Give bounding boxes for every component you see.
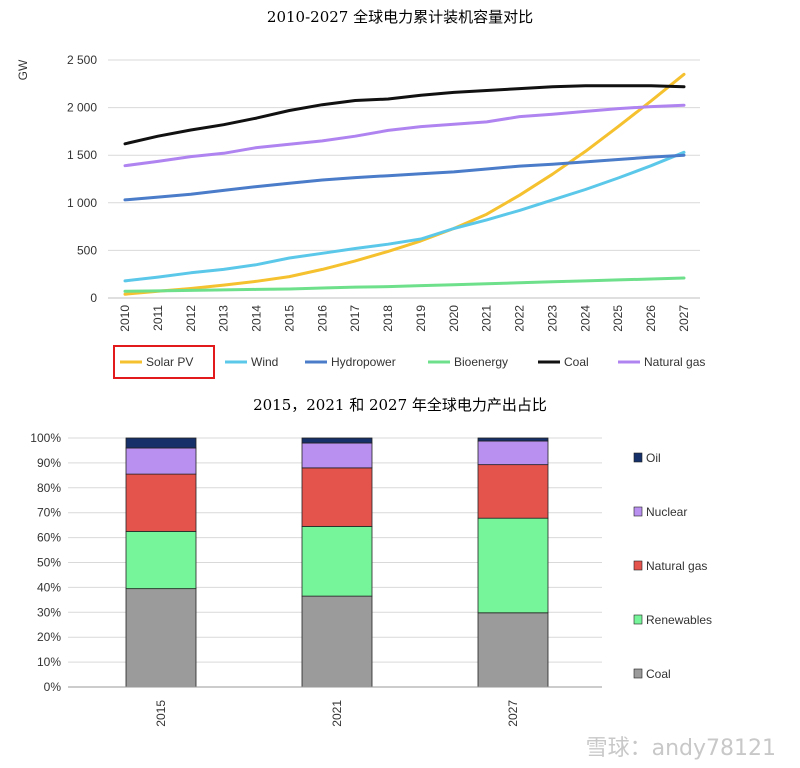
bar-segment-nuclear xyxy=(125,447,197,475)
x-tick-label: 2012 xyxy=(184,305,198,332)
y-tick-label: 30% xyxy=(37,605,61,619)
series-line-natural-gas xyxy=(123,103,686,168)
y-tick-label: 60% xyxy=(37,531,61,545)
x-tick-label: 2025 xyxy=(611,305,625,332)
bar-segment-nuclear xyxy=(477,440,549,466)
stacked-bar-chart: 0% 10% 20% 30% 40% 50% 60% 70% 80% 90% 100% 2015 202… xyxy=(30,431,712,727)
x-tick-label: 2017 xyxy=(348,305,362,332)
x-tick-label: 2018 xyxy=(381,305,395,332)
x-tick-label: 2015 xyxy=(154,700,168,727)
bar-segment-oil xyxy=(125,437,197,449)
x-tick-label: 2021 xyxy=(480,305,494,332)
legend-label: Bioenergy xyxy=(454,355,508,369)
x-tick-label: 2027 xyxy=(506,700,520,727)
x-tick-label: 2014 xyxy=(250,305,264,332)
x-tick-label: 2024 xyxy=(578,305,592,332)
y-tick-label: 80% xyxy=(37,481,61,495)
y-tick-label: 100% xyxy=(30,431,61,445)
y-tick-label: 50% xyxy=(37,556,61,570)
bar-segment-oil xyxy=(301,437,373,444)
x-tick-label: 2016 xyxy=(315,305,329,332)
y-tick-label: 2 500 xyxy=(67,53,97,67)
legend-label: Coal xyxy=(646,667,671,681)
bar-segment-renewables xyxy=(125,530,197,590)
series-line-wind xyxy=(123,150,686,283)
y-tick-label: 0 xyxy=(90,291,97,305)
x-tick-label: 2013 xyxy=(217,305,231,332)
line-chart-title: 2010-2027 全球电力累计装机容量对比 xyxy=(266,8,534,26)
x-tick-label: 2027 xyxy=(677,305,691,332)
watermark: 雪球：andy78121 xyxy=(585,736,776,761)
bar-segment-oil xyxy=(477,437,549,442)
y-tick-label: 20% xyxy=(37,630,61,644)
bar-segment-renewables xyxy=(477,517,549,614)
series-line-bioenergy xyxy=(123,276,686,293)
bar-segment-nuclear xyxy=(301,442,373,469)
legend-label: Oil xyxy=(646,451,661,465)
bar-segment-coal xyxy=(125,588,197,688)
legend-label: Coal xyxy=(564,355,589,369)
bar-segment-coal xyxy=(477,612,549,688)
legend-swatch xyxy=(633,560,643,571)
x-tick-label: 2011 xyxy=(151,305,165,331)
legend-label: Solar PV xyxy=(146,355,193,369)
y-tick-label: 500 xyxy=(77,243,97,257)
series-line-hydropower xyxy=(123,153,686,202)
series-line-solar-pv xyxy=(123,72,686,296)
bar-segment-natural-gas xyxy=(301,467,373,527)
legend-swatch xyxy=(633,668,643,679)
legend-label: Hydropower xyxy=(331,355,396,369)
y-tick-label: 70% xyxy=(37,506,61,520)
legend-swatch xyxy=(633,452,643,463)
x-tick-label: 2020 xyxy=(447,305,461,332)
x-tick-label: 2015 xyxy=(282,305,296,332)
x-tick-label: 2023 xyxy=(545,305,559,332)
x-tick-label: 2026 xyxy=(644,305,658,332)
y-axis-label: GW xyxy=(16,59,30,80)
y-tick-label: 1 000 xyxy=(67,196,97,210)
x-tick-label: 2019 xyxy=(414,305,428,332)
legend-swatch xyxy=(633,614,643,625)
y-tick-label: 2 000 xyxy=(67,101,97,115)
legend-label: Natural gas xyxy=(646,559,707,573)
series-line-coal xyxy=(123,84,686,146)
line-chart: 0 500 1 000 1 500 2 000 2 500 GW 2010 2011 2012 20… xyxy=(16,53,705,379)
bar-segment-renewables xyxy=(301,525,373,597)
stacked-bar-chart-title: 2015，2021 和 2027 年全球电力产出占比 xyxy=(253,396,547,414)
bar-segment-natural-gas xyxy=(125,473,197,532)
x-tick-label: 2022 xyxy=(513,305,527,332)
y-tick-label: 40% xyxy=(37,580,61,594)
y-tick-label: 10% xyxy=(37,655,61,669)
y-tick-label: 0% xyxy=(44,680,62,694)
legend-label: Nuclear xyxy=(646,505,687,519)
y-tick-label: 1 500 xyxy=(67,148,97,162)
legend-label: Natural gas xyxy=(644,355,705,369)
bar-segment-natural-gas xyxy=(477,464,549,519)
legend-label: Wind xyxy=(251,355,278,369)
legend-highlight-box xyxy=(113,345,215,379)
y-tick-label: 90% xyxy=(37,456,61,470)
legend-swatch xyxy=(633,506,643,517)
x-tick-label: 2021 xyxy=(330,700,344,727)
x-tick-label: 2010 xyxy=(118,305,132,332)
bar-segment-coal xyxy=(301,595,373,688)
legend-label: Renewables xyxy=(646,613,712,627)
